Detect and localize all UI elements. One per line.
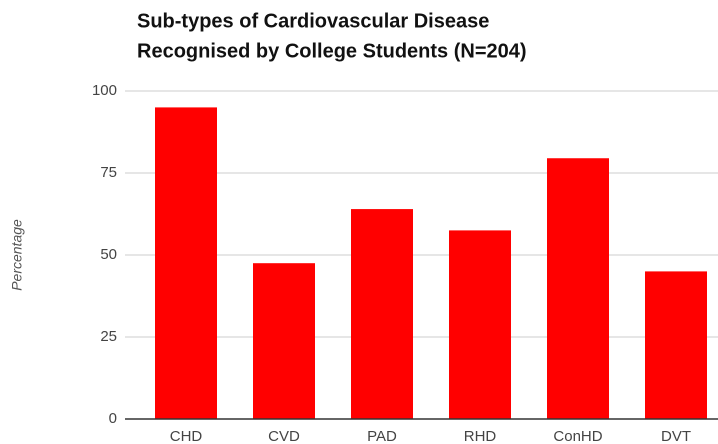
chart-title: Recognised by College Students (N=204) — [137, 40, 527, 62]
y-tick-label: 100 — [92, 82, 117, 99]
bar — [351, 209, 413, 419]
bar — [449, 230, 511, 419]
y-axis-label: Percentage — [9, 219, 25, 291]
y-tick-label: 75 — [100, 164, 117, 181]
bar — [253, 263, 315, 419]
bar — [645, 271, 707, 419]
x-tick-label: DVT — [661, 428, 691, 444]
y-tick-label: 0 — [109, 410, 117, 427]
y-tick-label: 25 — [100, 328, 117, 345]
x-tick-label: CHD — [170, 428, 203, 444]
x-tick-label: CVD — [268, 428, 300, 444]
x-tick-label: ConHD — [553, 428, 602, 444]
bar — [547, 158, 609, 420]
y-tick-label: 50 — [100, 246, 117, 263]
chart-title: Sub-types of Cardiovascular Disease — [137, 10, 489, 32]
x-tick-label: RHD — [464, 428, 497, 444]
bar — [155, 107, 217, 420]
x-tick-label: PAD — [367, 428, 397, 444]
